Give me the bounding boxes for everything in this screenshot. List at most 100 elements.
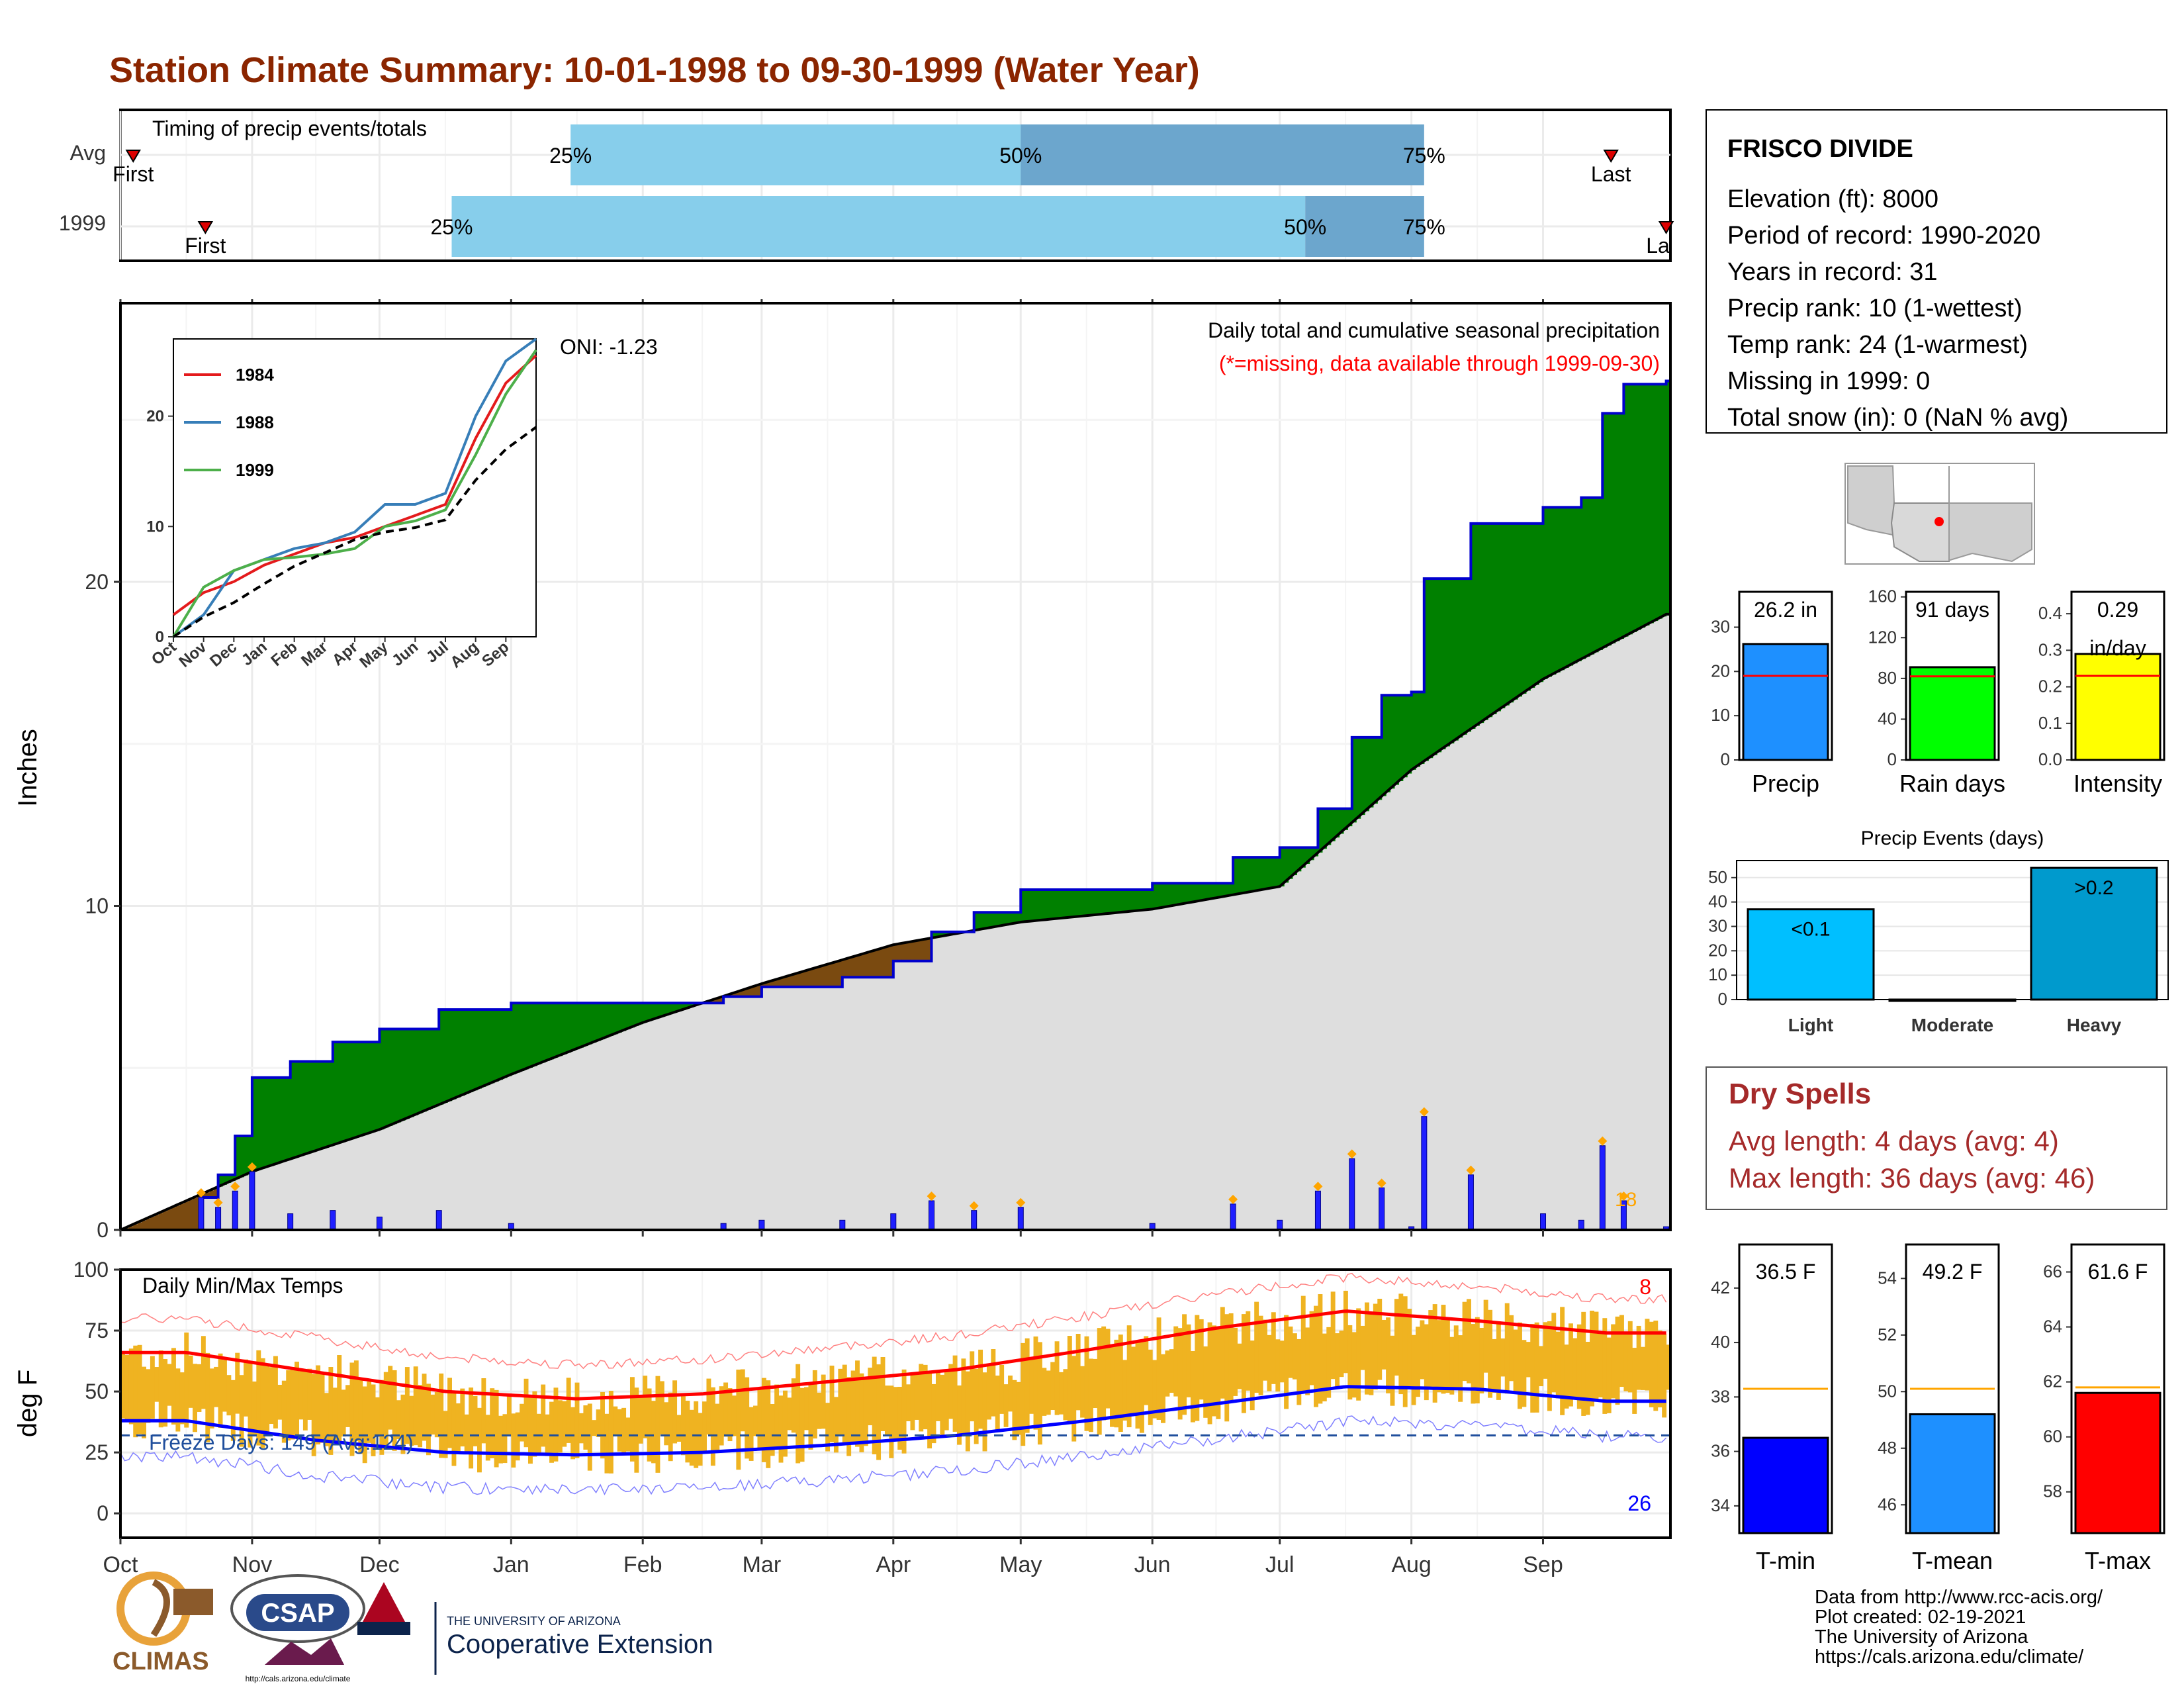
cumulative-anomaly-band — [260, 1077, 265, 1169]
daily-temp-bar — [1271, 1312, 1276, 1384]
cumulative-anomaly-band — [850, 957, 856, 978]
cumulative-anomaly-band — [1190, 883, 1195, 903]
daily-temp-bar — [154, 1367, 159, 1402]
cumulative-anomaly-band — [634, 1003, 639, 1026]
daily-temp-bar — [1279, 1340, 1285, 1383]
cumulative-anomaly-band — [621, 1003, 627, 1031]
temp-y-tick-label: 50 — [1878, 1381, 1897, 1401]
daily-temp-bar — [961, 1358, 966, 1436]
daily-temp-bar — [1118, 1335, 1123, 1432]
cumulative-anomaly-band — [753, 986, 758, 997]
daily-temp-bar — [1233, 1327, 1238, 1396]
cumulative-anomaly-band — [766, 982, 771, 987]
cumulative-anomaly-band — [1042, 890, 1047, 920]
daily-temp-bar — [265, 1365, 270, 1436]
precip-missing-note: (*=missing, data available through 1999-… — [1219, 352, 1660, 375]
daily-temp-bar — [1645, 1319, 1650, 1391]
daily-temp-bar — [914, 1374, 919, 1420]
cumulative-anomaly-band — [825, 964, 831, 987]
daily-temp-bar — [1398, 1293, 1404, 1395]
cumulative-anomaly-band — [1347, 808, 1353, 827]
daily-temp-bar — [1623, 1331, 1629, 1391]
daily-temp-bar — [1305, 1327, 1310, 1395]
temp-y-tick-label: 60 — [2043, 1427, 2062, 1446]
inset-y-tick-label: 10 — [146, 518, 164, 536]
daily-temp-bar — [1513, 1329, 1518, 1391]
daily-temp-bar — [859, 1373, 864, 1452]
cumulative-anomaly-band — [349, 1042, 355, 1140]
cumulative-anomaly-band — [1432, 579, 1437, 755]
cumulative-anomaly-band — [184, 1201, 189, 1230]
cumulative-anomaly-band — [1483, 523, 1488, 720]
cumulative-anomaly-band — [1173, 883, 1179, 906]
daily-temp-bar — [481, 1378, 486, 1444]
daily-temp-bar — [485, 1415, 490, 1461]
daily-temp-bar — [1165, 1350, 1170, 1397]
cumulative-anomaly-band — [133, 1224, 138, 1230]
dry-spells-box: Dry Spells Avg length: 4 days (avg: 4) M… — [1706, 1066, 2167, 1210]
daily-temp-bar — [608, 1391, 614, 1474]
daily-temp-bar — [736, 1370, 741, 1470]
cumulative-anomaly-band — [1292, 847, 1297, 876]
daily-precip-bar — [435, 1210, 442, 1231]
heavy-event-marker — [927, 1191, 936, 1201]
daily-precip-bar — [1540, 1213, 1547, 1231]
timing-p50-label: 50% — [1284, 215, 1326, 239]
cumulative-anomaly-band — [1297, 847, 1302, 872]
daily-temp-bar — [506, 1393, 512, 1436]
events-category-label: Heavy — [2067, 1015, 2122, 1035]
cumulative-anomaly-band — [1263, 857, 1268, 890]
cumulative-anomaly-band — [549, 1003, 555, 1060]
daily-temp-bar — [1551, 1313, 1557, 1393]
cumulative-anomaly-band — [1101, 890, 1107, 914]
daily-temp-bar — [1216, 1329, 1221, 1419]
daily-temp-bar — [248, 1362, 253, 1448]
daily-temp-bar — [1530, 1324, 1535, 1413]
mini-y-tick-label: 120 — [1868, 627, 1897, 647]
daily-temp-bar — [201, 1336, 206, 1409]
daily-temp-bar — [1488, 1309, 1493, 1398]
cumulative-anomaly-band — [995, 912, 1000, 927]
inset-legend-label: 1984 — [236, 365, 274, 385]
cumulative-anomaly-band — [1627, 384, 1633, 635]
timing-row-label-1999: 1999 — [59, 211, 106, 235]
daily-temp-bar — [511, 1413, 516, 1468]
oni-label: ONI: -1.23 — [560, 335, 658, 359]
cumulative-anomaly-band — [244, 1136, 249, 1176]
daily-temp-bar — [536, 1413, 541, 1454]
cumulative-anomaly-band — [302, 1061, 308, 1155]
cumulative-anomaly-band — [1279, 847, 1285, 887]
daily-temp-bar — [698, 1413, 703, 1466]
daily-temp-bar — [1602, 1318, 1608, 1414]
daily-temp-bar — [863, 1378, 868, 1446]
timing-p75-label: 75% — [1403, 215, 1445, 239]
cumulative-anomaly-band — [999, 912, 1005, 926]
daily-temp-bar — [1576, 1324, 1582, 1409]
daily-temp-bar — [757, 1389, 762, 1448]
cumulative-anomaly-band — [1632, 384, 1637, 632]
precip-note: Daily total and cumulative seasonal prec… — [1208, 318, 1660, 342]
daily-temp-bar — [1003, 1384, 1009, 1427]
y-tick-label: 50 — [85, 1380, 109, 1403]
events-y-tick-label: 40 — [1708, 892, 1727, 912]
daily-temp-bar — [422, 1374, 427, 1441]
daily-temp-bar — [1335, 1333, 1340, 1389]
cumulative-anomaly-band — [298, 1061, 304, 1156]
cumulative-anomaly-band — [1216, 883, 1221, 898]
cumulative-anomaly-band — [1305, 847, 1310, 865]
footer-line: Data from http://www.rcc-acis.org/ — [1815, 1587, 2103, 1608]
daily-temp-bar — [659, 1381, 664, 1434]
daily-temp-bar — [1012, 1380, 1017, 1440]
daily-temp-bar — [1636, 1325, 1641, 1390]
month-tick-label: Jul — [1265, 1552, 1294, 1577]
cumulative-anomaly-band — [1177, 883, 1183, 905]
last-event-marker — [1603, 150, 1619, 163]
cumulative-anomaly-band — [226, 1174, 232, 1183]
cumulative-anomaly-band — [991, 912, 996, 927]
cumulative-anomaly-band — [1623, 384, 1629, 637]
daily-temp-bar — [566, 1378, 571, 1443]
daily-temp-bar — [1182, 1314, 1187, 1415]
cumulative-anomaly-band — [383, 1029, 388, 1128]
daily-temp-bar — [341, 1389, 346, 1437]
cumulative-anomaly-band — [608, 1003, 614, 1036]
